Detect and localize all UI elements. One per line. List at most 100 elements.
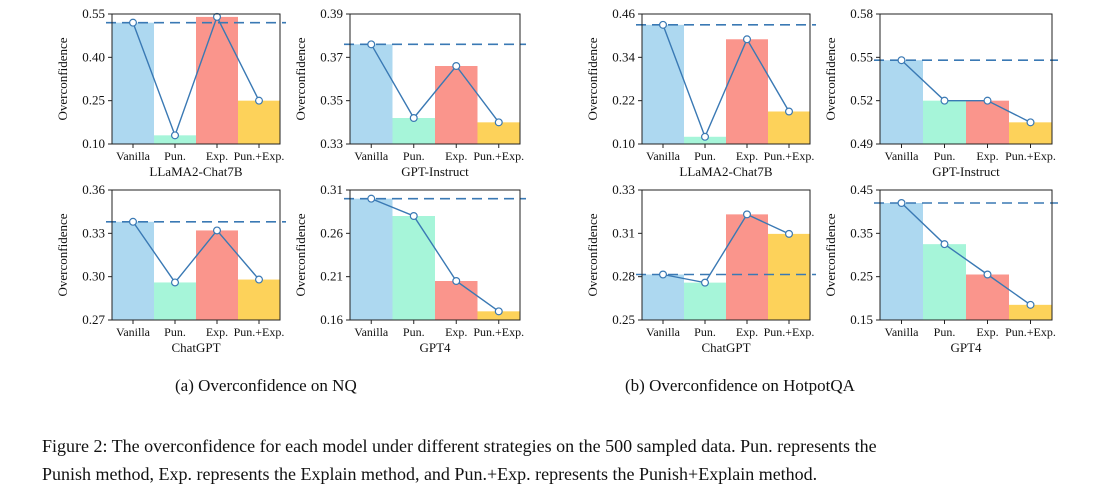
point-marker-3 bbox=[742, 35, 751, 44]
y-tick-label: 0.28 bbox=[612, 269, 635, 284]
y-tick-label: 0.25 bbox=[850, 269, 873, 284]
bar-vanilla bbox=[350, 44, 393, 145]
bar-pun-exp- bbox=[768, 233, 810, 320]
x-tick-label: Pun. bbox=[934, 149, 956, 163]
chart-title: GPT-Instruct bbox=[401, 164, 469, 179]
bar-pun-exp- bbox=[238, 100, 280, 144]
y-tick-label: 0.31 bbox=[612, 225, 635, 240]
x-tick-label: Exp. bbox=[976, 149, 998, 163]
axes-frame bbox=[879, 189, 1053, 321]
bar-exp- bbox=[196, 16, 238, 145]
point-marker-2 bbox=[409, 113, 418, 122]
x-tick-label: Exp. bbox=[736, 325, 758, 339]
bar-pun-exp- bbox=[238, 279, 280, 320]
trend-line bbox=[132, 15, 260, 138]
y-axis-label: Overconfidence bbox=[585, 213, 600, 296]
bar-pun- bbox=[684, 282, 726, 320]
x-tick-label: Pun.+Exp. bbox=[473, 149, 524, 163]
bar-exp- bbox=[196, 230, 238, 320]
axes-frame bbox=[111, 13, 281, 145]
y-tick-label: 0.22 bbox=[612, 93, 635, 108]
y-tick-label: 0.30 bbox=[82, 269, 105, 284]
bar-pun- bbox=[923, 244, 966, 320]
x-tick-label: Pun. bbox=[694, 325, 716, 339]
figure-panels: 0.10 0.25 0.40 0.55 Vanilla Pun. Exp. Pun.+Exp.… bbox=[55, 6, 1058, 355]
y-tick-label: 0.36 bbox=[82, 182, 105, 197]
y-axis-label: Overconfidence bbox=[55, 213, 70, 296]
point-marker-4 bbox=[784, 229, 793, 238]
point-marker-2 bbox=[409, 212, 418, 221]
bar-pun- bbox=[154, 135, 196, 144]
chart-b-7: 0.25 0.28 0.31 0.33 Vanilla Pun. Exp. Pun.+Exp.… bbox=[585, 182, 816, 355]
point-marker-1 bbox=[367, 40, 376, 49]
x-tick-label: Pun. bbox=[164, 325, 186, 339]
x-tick-label: Vanilla bbox=[646, 325, 681, 339]
point-marker-1 bbox=[129, 18, 138, 27]
trend-line bbox=[132, 221, 260, 284]
point-marker-1 bbox=[658, 20, 667, 29]
trend-line bbox=[901, 59, 1031, 123]
y-tick-label: 0.21 bbox=[320, 269, 343, 284]
y-tick-label: 0.33 bbox=[320, 136, 343, 151]
x-tick-label: Exp. bbox=[445, 325, 467, 339]
bar-vanilla bbox=[642, 24, 684, 144]
y-tick-label: 0.55 bbox=[850, 49, 873, 64]
y-tick-label: 0.26 bbox=[320, 225, 343, 240]
bar-pun-exp- bbox=[477, 311, 520, 320]
x-tick-label: Pun. bbox=[694, 149, 716, 163]
point-marker-3 bbox=[983, 96, 992, 105]
y-tick-label: 0.33 bbox=[612, 182, 635, 197]
bar-exp- bbox=[966, 274, 1009, 320]
figure-caption-line-1: Figure 2: The overconfidence for each mo… bbox=[42, 436, 877, 456]
axes-frame bbox=[111, 189, 281, 321]
y-tick-label: 0.40 bbox=[82, 49, 105, 64]
bar-pun- bbox=[923, 100, 966, 144]
trend-line bbox=[370, 198, 500, 312]
point-marker-1 bbox=[897, 199, 906, 208]
y-tick-label: 0.25 bbox=[82, 93, 105, 108]
y-tick-label: 0.10 bbox=[612, 136, 635, 151]
point-marker-3 bbox=[452, 277, 461, 286]
bar-pun-exp- bbox=[477, 122, 520, 144]
axes-frame bbox=[641, 13, 811, 145]
x-tick-label: Exp. bbox=[445, 149, 467, 163]
point-marker-2 bbox=[940, 96, 949, 105]
x-tick-label: Pun.+Exp. bbox=[764, 149, 815, 163]
x-tick-label: Pun. bbox=[934, 325, 956, 339]
point-marker-4 bbox=[494, 307, 503, 316]
x-tick-label: Pun. bbox=[164, 149, 186, 163]
point-marker-2 bbox=[700, 278, 709, 287]
chart-title: LLaMA2-Chat7B bbox=[679, 164, 772, 179]
x-tick-label: Exp. bbox=[206, 325, 228, 339]
x-tick-label: Pun.+Exp. bbox=[234, 325, 285, 339]
x-tick-label: Pun.+Exp. bbox=[1005, 325, 1056, 339]
chart-a-2: 0.33 0.35 0.37 0.39 Vanilla Pun. Exp. Pun.+Exp.… bbox=[293, 6, 526, 179]
trend-line bbox=[662, 213, 790, 284]
point-marker-1 bbox=[658, 270, 667, 279]
y-tick-label: 0.49 bbox=[850, 136, 873, 151]
y-axis-label: Overconfidence bbox=[293, 213, 308, 296]
figure-caption-line-2: Punish method, Exp. represents the Expla… bbox=[42, 464, 818, 484]
y-tick-label: 0.37 bbox=[320, 49, 343, 64]
point-marker-1 bbox=[129, 217, 138, 226]
y-tick-label: 0.10 bbox=[82, 136, 105, 151]
subcaption-nq: (a) Overconfidence on NQ bbox=[175, 376, 357, 395]
y-tick-label: 0.16 bbox=[320, 312, 343, 327]
point-marker-4 bbox=[255, 96, 264, 105]
x-tick-label: Exp. bbox=[206, 149, 228, 163]
subcaption-hotpotqa: (b) Overconfidence on HotpotQA bbox=[625, 376, 855, 395]
x-tick-label: Vanilla bbox=[116, 325, 151, 339]
bar-pun- bbox=[392, 118, 435, 144]
chart-title: ChatGPT bbox=[701, 340, 750, 355]
bar-vanilla bbox=[112, 221, 154, 320]
bar-exp- bbox=[966, 100, 1009, 144]
y-tick-label: 0.15 bbox=[850, 312, 873, 327]
y-axis-label: Overconfidence bbox=[293, 37, 308, 120]
point-marker-4 bbox=[494, 118, 503, 127]
bar-pun- bbox=[392, 216, 435, 320]
x-tick-label: Pun.+Exp. bbox=[234, 149, 285, 163]
chart-b-4: 0.49 0.52 0.55 0.58 Vanilla Pun. Exp. Pun.+Exp.… bbox=[823, 6, 1058, 179]
x-tick-label: Vanilla bbox=[354, 149, 389, 163]
point-marker-3 bbox=[213, 12, 222, 21]
x-tick-label: Vanilla bbox=[885, 149, 920, 163]
